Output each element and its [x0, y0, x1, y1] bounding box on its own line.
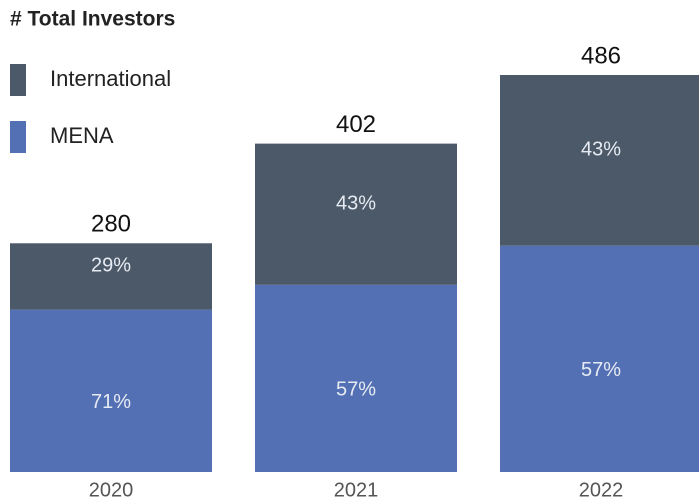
bar-segment — [10, 243, 212, 310]
total-label: 402 — [336, 111, 376, 138]
total-label: 486 — [581, 42, 621, 69]
legend-label: MENA — [50, 123, 114, 148]
segment-label: 57% — [336, 379, 376, 401]
x-tick-label: 2022 — [579, 479, 624, 501]
x-tick-label: 2021 — [334, 479, 379, 501]
segment-label: 29% — [91, 255, 131, 277]
legend-label: International — [50, 66, 171, 91]
total-label: 280 — [91, 211, 131, 238]
chart-title: # Total Investors — [10, 8, 175, 31]
segment-label: 43% — [581, 139, 621, 161]
bar-segment — [255, 143, 457, 285]
legend-swatch — [10, 121, 26, 153]
bar-segment — [255, 284, 457, 472]
legend-swatch — [10, 64, 26, 96]
bar-segment — [500, 245, 699, 472]
bar-segment — [500, 75, 699, 246]
segment-label: 71% — [91, 391, 131, 413]
segment-label: 43% — [336, 193, 376, 215]
segment-label: 57% — [581, 359, 621, 381]
bar-segment — [10, 309, 212, 472]
x-tick-label: 2020 — [89, 479, 134, 501]
